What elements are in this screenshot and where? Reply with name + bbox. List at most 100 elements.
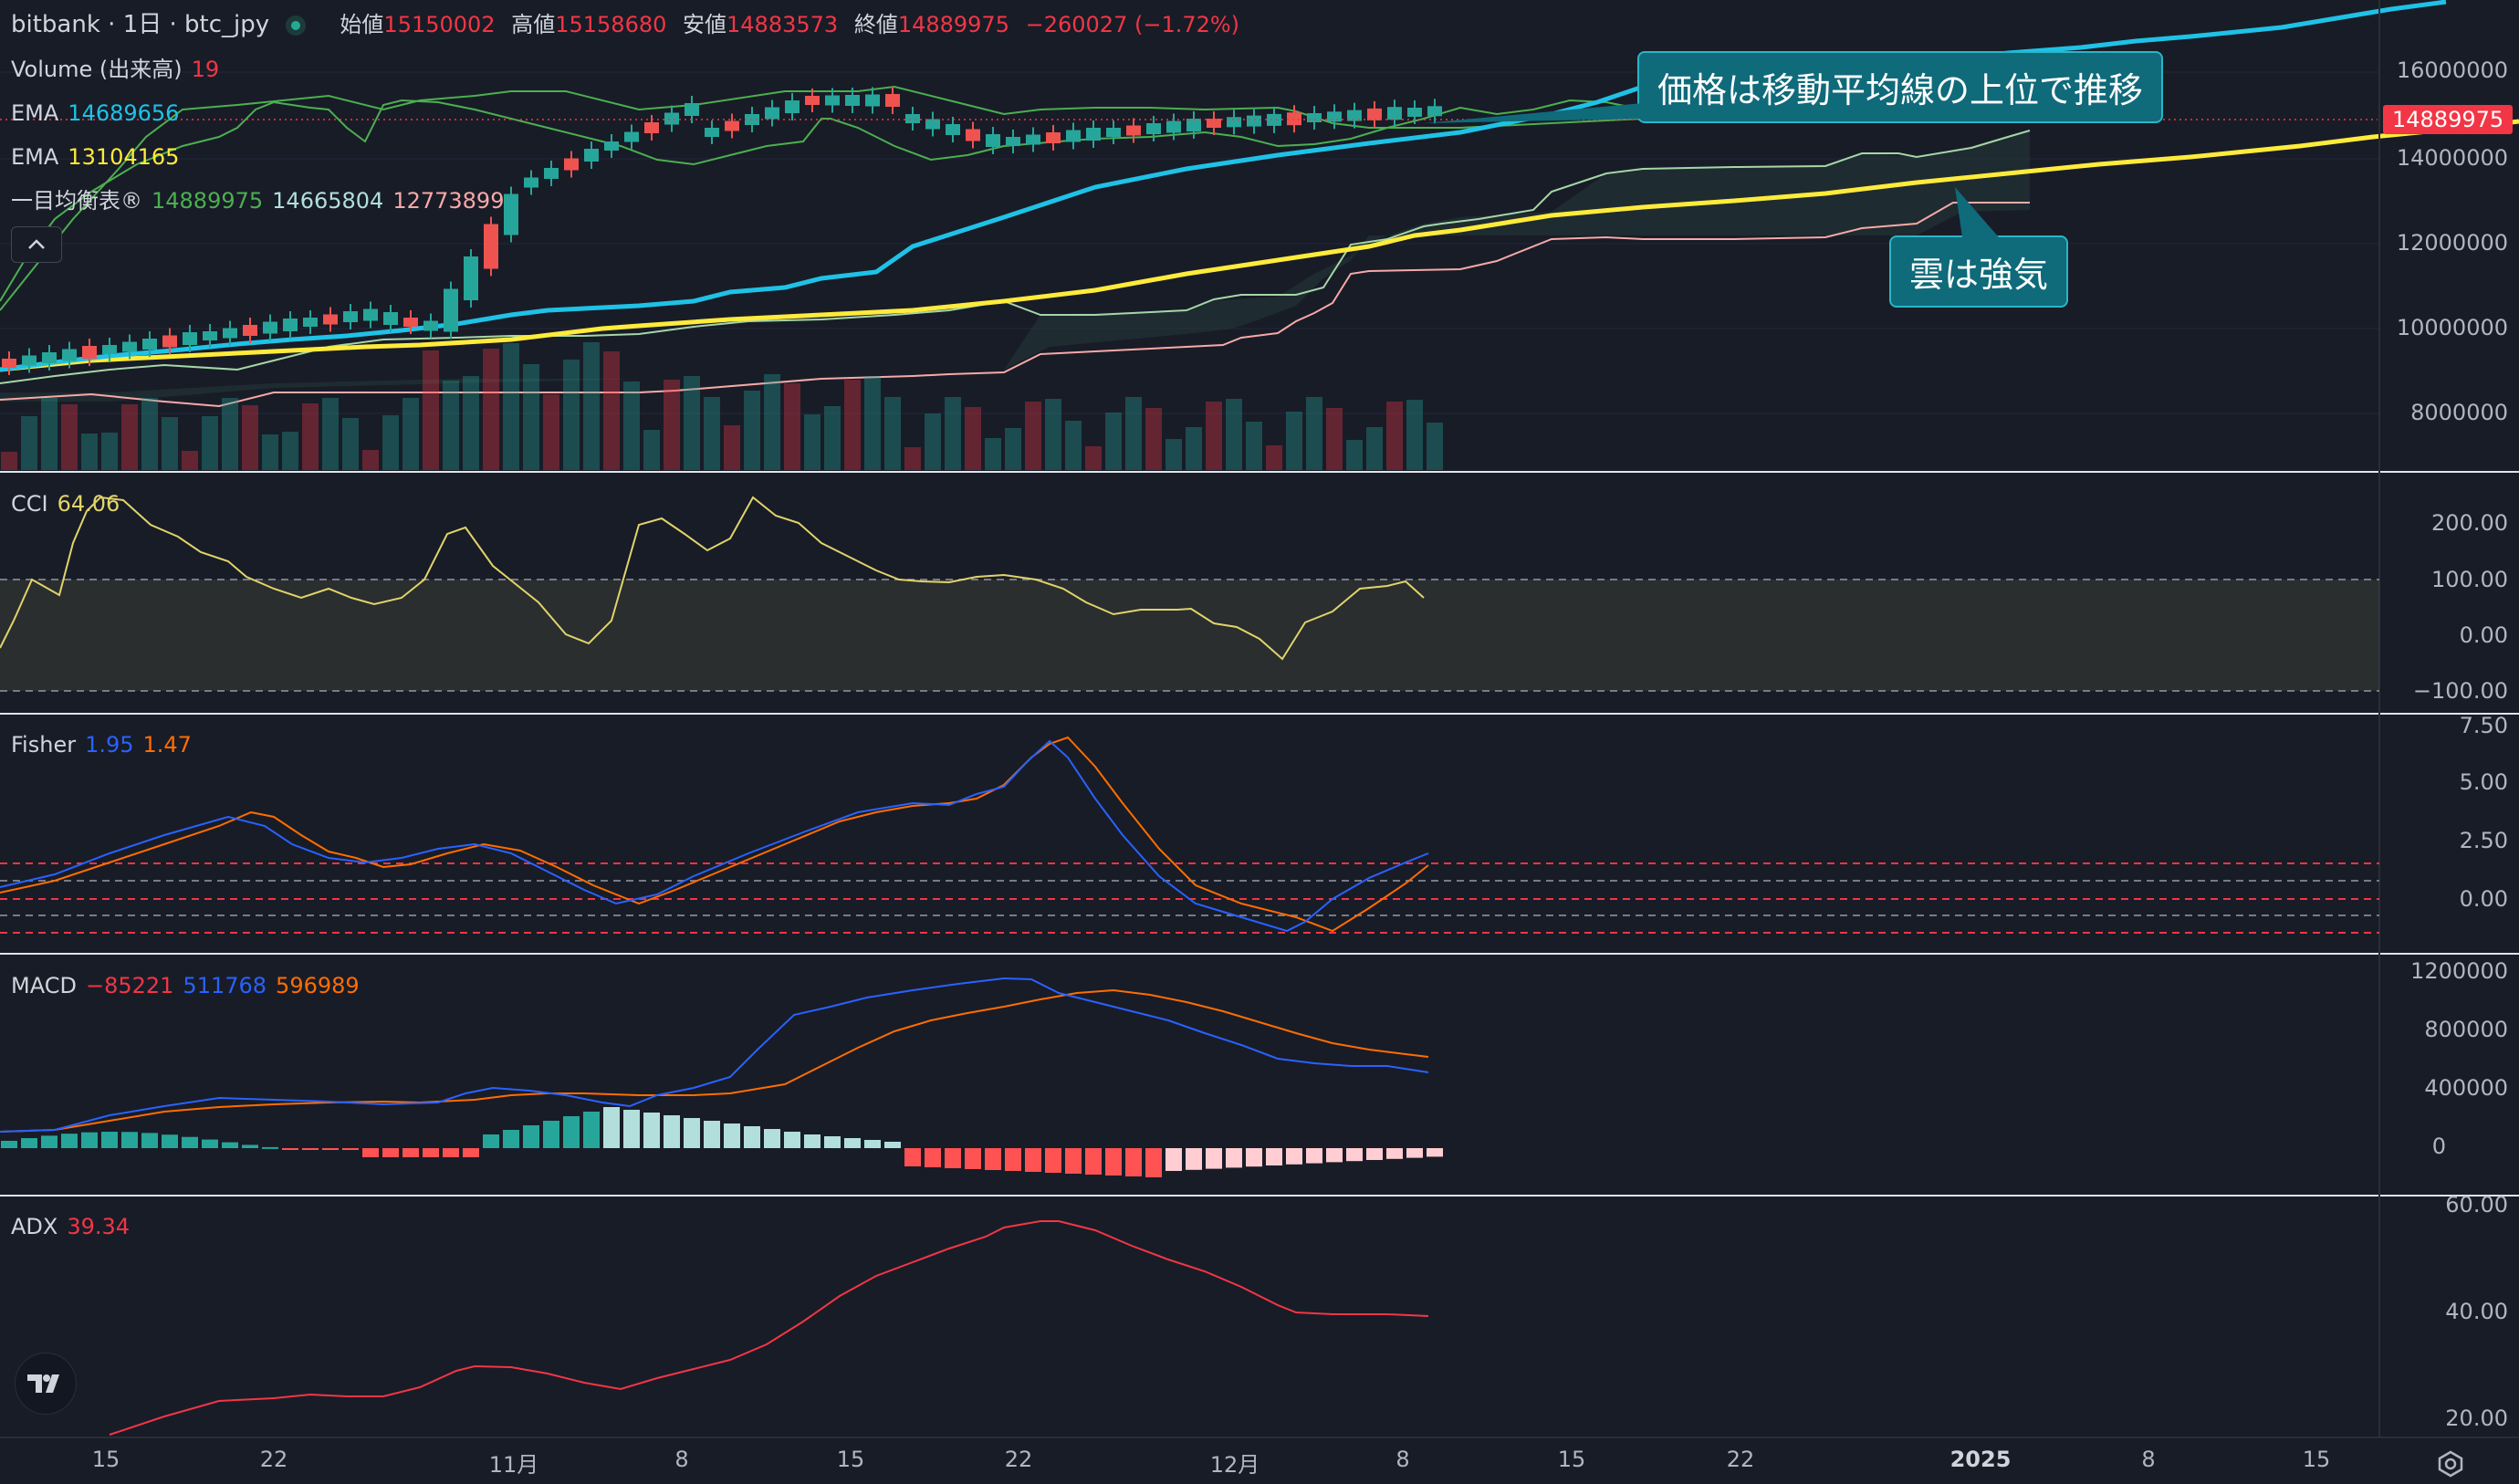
ichimoku-span-a	[0, 130, 2031, 384]
macd-hist-bar	[884, 1142, 901, 1148]
open-value: 15150002	[383, 12, 496, 37]
volume-bar	[1366, 427, 1383, 470]
close-label: 終値	[853, 12, 898, 37]
cloud-callout[interactable]: 雲は強気	[1889, 235, 2069, 308]
volume-bar	[1, 452, 17, 470]
volume-bar	[61, 404, 78, 470]
ichimoku-label: 一目均衡表®	[11, 188, 142, 214]
price-tick: 14000000	[2396, 145, 2508, 171]
candle-body	[865, 94, 880, 107]
macd-hist-bar	[664, 1115, 680, 1148]
candle-body	[524, 177, 538, 188]
volume-bar	[884, 397, 901, 470]
volume-bar	[684, 376, 700, 470]
candle-body	[1106, 128, 1121, 137]
macd-hist-bar	[1306, 1148, 1322, 1164]
volume-bar	[543, 394, 559, 470]
candle-body	[986, 134, 1000, 147]
ichimoku-value-2: 14665804	[272, 188, 384, 214]
candle-body	[62, 349, 77, 361]
ema-callout[interactable]: 価格は移動平均線の上位で推移	[1637, 51, 2164, 123]
candle-body	[1387, 107, 1402, 120]
volume-bar	[162, 417, 178, 470]
candle-body	[303, 318, 318, 327]
macd-hist-bar	[945, 1148, 961, 1168]
macd-tick: 400000	[2424, 1075, 2508, 1101]
ichimoku-value-1: 14889975	[152, 188, 264, 214]
volume-bar	[864, 376, 881, 470]
volume-bar	[282, 432, 298, 470]
volume-bar	[965, 407, 981, 470]
candle-body	[504, 193, 518, 235]
ema-slow-line	[0, 119, 2519, 372]
volume-bar	[1105, 413, 1122, 470]
cci-label: CCI	[11, 491, 48, 517]
tradingview-logo[interactable]	[15, 1353, 77, 1415]
candle-body	[102, 345, 117, 354]
candle-body	[183, 332, 197, 345]
candle-body	[885, 94, 900, 107]
candle-body	[825, 95, 840, 106]
cci-legend[interactable]: CCI 64.06	[11, 490, 129, 517]
candle-body	[423, 320, 438, 331]
candlesticks[interactable]	[2, 87, 1442, 375]
macd-hist-bar	[563, 1116, 580, 1148]
macd-hist-bar	[1386, 1148, 1403, 1159]
macd-hist-bar	[362, 1148, 379, 1157]
fisher-value-trigger: 1.47	[142, 732, 192, 758]
macd-hist-bar	[623, 1110, 640, 1148]
volume-bar	[563, 360, 580, 470]
candle-body	[363, 308, 378, 321]
volume-bar	[1145, 408, 1162, 470]
candle-body	[946, 124, 960, 135]
volume-bar	[1085, 446, 1102, 470]
high-value: 15158680	[555, 12, 667, 37]
adx-line	[109, 1220, 1429, 1436]
macd-hist-bar	[1246, 1148, 1262, 1167]
macd-hist-bar	[1145, 1148, 1162, 1177]
macd-legend[interactable]: MACD −85221 511768 596989	[11, 972, 369, 999]
close-value: 14889975	[897, 12, 1009, 37]
time-tick: 8	[1395, 1447, 1410, 1472]
cci-line	[0, 496, 1425, 661]
macd-hist-bar	[222, 1142, 238, 1148]
time-tick: 22	[1726, 1447, 1755, 1472]
collapse-legend-button[interactable]	[11, 226, 62, 263]
candle-body	[785, 100, 800, 113]
volume-bar	[402, 398, 419, 470]
macd-hist-bar	[684, 1118, 700, 1148]
ichimoku-span-b	[0, 202, 2030, 408]
candle-body	[845, 95, 860, 106]
ichimoku-cloud	[0, 131, 2030, 402]
fisher-tick: 7.50	[2459, 713, 2508, 738]
adx-legend[interactable]: ADX 39.34	[11, 1213, 139, 1240]
macd-hist-bar	[141, 1133, 158, 1148]
ema-fast-legend[interactable]: EMA 14689656	[11, 99, 188, 127]
price-tick: 10000000	[2396, 315, 2508, 340]
volume-bar	[382, 415, 399, 470]
macd-hist-bar	[483, 1134, 499, 1148]
fisher-legend[interactable]: Fisher 1.95 1.47	[11, 731, 201, 758]
chart-settings-button[interactable]	[2433, 1446, 2468, 1480]
fisher-trigger-line	[0, 736, 1429, 933]
time-tick: 15	[91, 1447, 120, 1472]
macd-hist-bar	[1025, 1148, 1041, 1172]
macd-hist-bar	[764, 1129, 780, 1148]
fisher-tick: 0.00	[2459, 886, 2508, 912]
macd-hist-bar	[804, 1134, 821, 1148]
macd-hist-bar	[182, 1136, 198, 1148]
symbol-title[interactable]: bitbank · 1日 · btc_jpy	[11, 11, 270, 38]
volume-bar	[844, 380, 861, 470]
ichimoku-legend[interactable]: 一目均衡表® 14889975 14665804 12773899	[11, 187, 513, 214]
macd-line	[0, 977, 1429, 1133]
candle-body	[1427, 106, 1442, 117]
ema-slow-legend[interactable]: EMA 13104165	[11, 143, 188, 171]
volume-legend[interactable]: Volume (出来高) 19	[11, 56, 228, 83]
volume-bar	[744, 391, 760, 470]
macd-hist-bar	[242, 1144, 258, 1148]
candle-body	[805, 96, 820, 105]
price-tick: 12000000	[2396, 230, 2508, 256]
macd-hist-bar	[1065, 1148, 1082, 1174]
volume-bar	[362, 450, 379, 470]
